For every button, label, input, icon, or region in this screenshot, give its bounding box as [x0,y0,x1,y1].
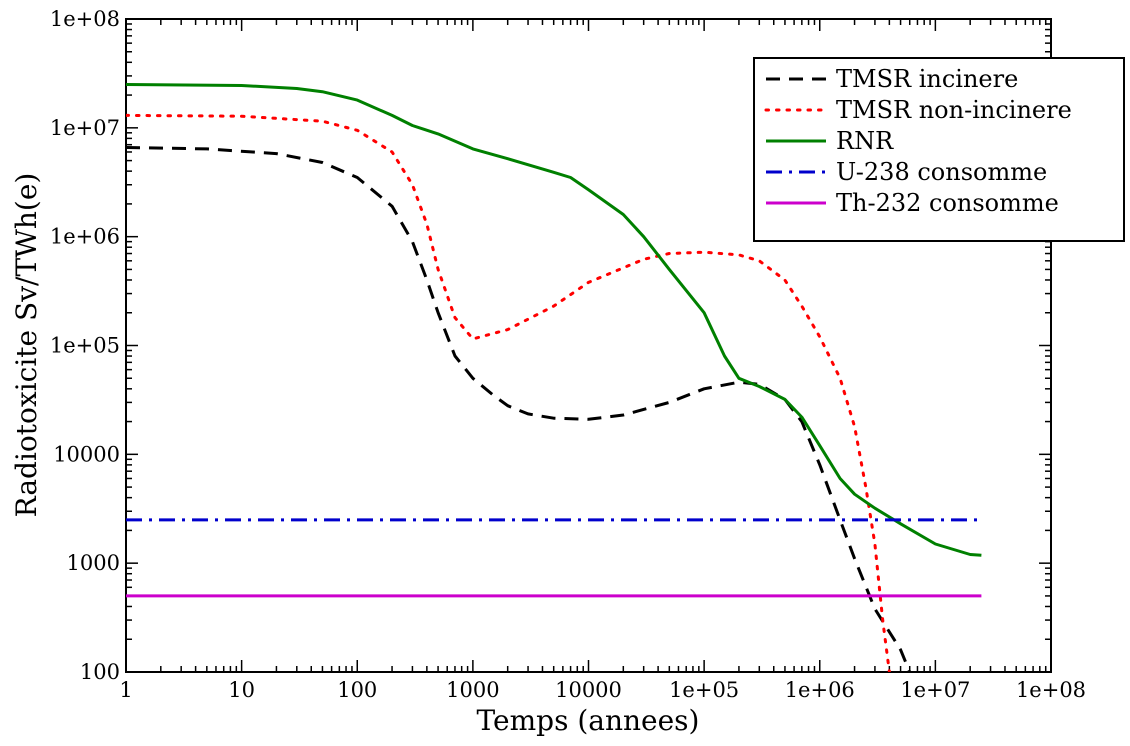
y-tick-label: 1e+08 [50,7,120,31]
x-axis-label: Temps (annees) [477,704,700,737]
legend-label: Th-232 consomme [836,189,1059,217]
y-tick-label: 1000 [67,551,120,575]
series-line-1 [126,146,912,672]
x-tick-label: 100 [337,678,377,702]
y-tick-label: 1e+07 [50,116,120,140]
x-tick-label: 1e+06 [785,678,855,702]
legend-box [753,57,1125,242]
series-line-3 [126,83,982,557]
legend: TMSR incinere TMSR non-incinere RNR U-238 c… [753,57,1125,242]
x-tick-label: 1000 [446,678,499,702]
legend-label: U-238 consomme [836,158,1047,186]
y-tick-label: 100 [80,660,120,684]
x-tick-label: 1 [119,678,132,702]
tick-labels: 1 10 100 1000 10000 1e+05 1e+06 1e+07 1e+08 100 10… [50,7,1086,702]
y-tick-label: 10000 [53,442,120,466]
series-lines [126,83,982,672]
legend-label: RNR [836,127,894,155]
series-line-2 [126,113,891,672]
x-tick-label: 10 [228,678,255,702]
x-tick-label: 1e+07 [900,678,970,702]
x-tick-label: 1e+05 [669,678,739,702]
x-tick-label: 10000 [555,678,622,702]
legend-label: TMSR incinere [836,65,1018,93]
y-axis-label: Radiotoxicite Sv/TWh(e) [10,173,43,518]
legend-label: TMSR non-incinere [836,96,1072,124]
y-tick-label: 1e+05 [50,334,120,358]
y-tick-label: 1e+06 [50,225,120,249]
x-tick-label: 1e+08 [1016,678,1086,702]
